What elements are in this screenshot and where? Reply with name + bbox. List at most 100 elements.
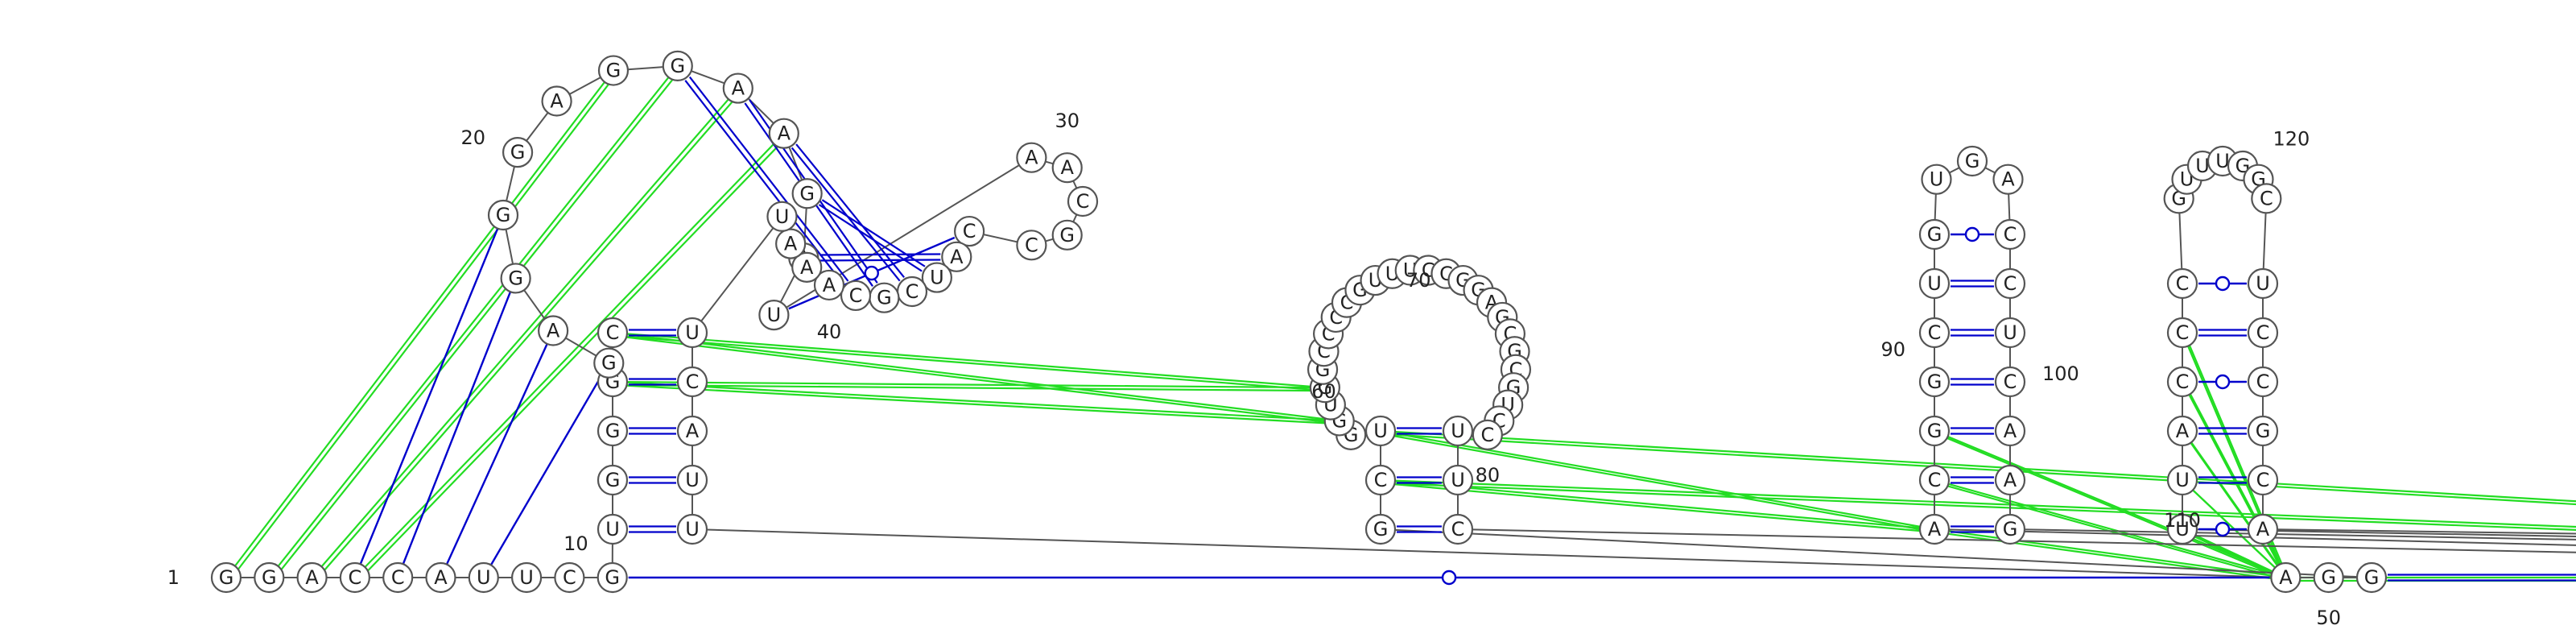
nucleotide-circle	[502, 137, 534, 168]
position-number: 20	[461, 126, 486, 149]
backbone-path	[226, 64, 2576, 578]
tertiary-interaction-blue	[440, 330, 555, 578]
nucleotide-circle	[1956, 145, 1988, 177]
nucleotide-letter: U	[930, 267, 944, 289]
nucleotide-letter: U	[477, 566, 491, 589]
nucleotide-letter: U	[685, 321, 700, 344]
nucleotide-112: C	[2166, 366, 2198, 398]
nucleotide-letter: G	[1059, 224, 1075, 246]
nucleotide-circle	[1918, 267, 1951, 300]
nucleotide-letter: U	[605, 518, 620, 541]
nucleotide-11: U	[597, 513, 629, 545]
nucleotide-letter: A	[2279, 566, 2293, 589]
nucleotide-letter: C	[1451, 518, 1465, 541]
nucleotide-circle	[468, 561, 499, 594]
tertiary-interaction-green	[1380, 429, 2576, 503]
nucleotide-100: C	[1994, 366, 2026, 398]
nucleotide-letter: U	[775, 205, 790, 228]
nucleotide-82: U	[1442, 464, 1474, 496]
nucleotide-circle	[597, 464, 629, 496]
position-number: 90	[1880, 338, 1905, 361]
nucleotide-41: A	[791, 251, 823, 283]
nucleotide-circle	[1994, 464, 2026, 496]
nucleotide-10: G	[597, 561, 628, 594]
nucleotide-letter: A	[2256, 518, 2270, 541]
tertiary-interaction-green	[1934, 429, 2286, 579]
tertiary-interaction-green-double	[1383, 433, 2576, 506]
nucleotide-110: U	[2166, 464, 2198, 496]
nucleotide-5: C	[382, 561, 414, 594]
nucleotide-letter: A	[2004, 420, 2017, 442]
tertiary-interaction-green	[612, 380, 1340, 422]
nucleotide-43: U	[766, 201, 798, 232]
nucleotide-letter: G	[2364, 566, 2380, 589]
nucleotide-3: A	[296, 561, 328, 594]
position-number: 40	[817, 321, 842, 343]
tertiary-interaction-green-double	[1383, 433, 1938, 534]
nucleotide-114: C	[2166, 267, 2198, 300]
nucleotide-101: A	[1994, 415, 2026, 447]
nucleotide-letter: G	[2321, 566, 2336, 589]
nucleotide-circle	[1994, 366, 2026, 398]
nucleotide-letter: A	[1928, 518, 1942, 541]
nucleotide-89: G	[1918, 415, 1951, 447]
nucleotide-circle	[382, 561, 414, 594]
nucleotide-letter: A	[2001, 168, 2015, 191]
base-pair	[788, 236, 956, 310]
nucleotide-circle	[2313, 561, 2344, 594]
nucleotide-letter: U	[2003, 321, 2017, 344]
position-number: 1	[167, 566, 180, 589]
nucleotide-circle	[1442, 464, 1474, 496]
position-number: 110	[2164, 509, 2201, 532]
nucleotide-letter: U	[1930, 168, 1944, 191]
tertiary-interaction-green-double	[615, 334, 1343, 425]
nucleotide-letter: C	[1025, 234, 1038, 256]
position-number: 80	[1476, 464, 1501, 487]
nucleotide-letter: C	[686, 371, 700, 393]
nucleotide-8: U	[510, 561, 543, 594]
nucleotide-circle	[2166, 267, 2198, 300]
nucleotide-circle	[1994, 317, 2026, 349]
base-pair	[1951, 378, 1994, 386]
nucleotide-88: C	[1918, 464, 1951, 496]
nucleotide-letter: G	[1965, 150, 1980, 172]
nucleotide-letter: A	[2004, 469, 2017, 491]
nucleotide-4: C	[339, 561, 370, 594]
nucleotide-92: U	[1918, 267, 1951, 300]
nucleotide-9: C	[554, 561, 585, 594]
position-number: 120	[2273, 128, 2310, 151]
nucleotide-letter: C	[1076, 190, 1090, 213]
nucleotide-letter: U	[2215, 150, 2230, 172]
nucleotide-28: U	[758, 300, 790, 331]
tertiary-interaction-blue	[482, 362, 610, 578]
nucleotide-circle	[554, 561, 585, 594]
base-pair	[628, 570, 2270, 586]
tertiary-interaction-green	[225, 69, 614, 578]
nucleotide-38: G	[869, 282, 900, 313]
nucleotide-circle	[597, 561, 628, 594]
tertiary-interaction-green-double	[357, 135, 788, 582]
base-pair	[629, 476, 676, 484]
nucleotide-circle	[676, 317, 708, 349]
nucleotide-letter: C	[1480, 424, 1494, 446]
nucleotide-letter: G	[1927, 371, 1942, 393]
nucleotide-circle	[722, 72, 753, 104]
nucleotide-letter: A	[823, 274, 836, 296]
tertiary-interaction-green	[311, 87, 739, 578]
gu-pair-marker	[864, 265, 879, 281]
nucleotide-letter: U	[1451, 420, 1465, 442]
nucleotide-circle	[1921, 164, 1952, 195]
base-pair	[1951, 525, 1994, 533]
position-numbers: 1102030405060708090100110120130	[167, 110, 2341, 629]
nucleotide-letter: G	[1927, 420, 1942, 442]
base-pair	[819, 253, 941, 262]
nucleotide-circle	[1067, 185, 1099, 217]
nucleotide-circle	[1051, 152, 1083, 184]
nucleotide-circle	[791, 251, 823, 283]
nucleotide-46: A	[676, 415, 708, 447]
nucleotide-letter: A	[950, 246, 964, 268]
nucleotide-122: U	[2247, 267, 2279, 300]
nucleotide-circle	[1442, 513, 1474, 545]
nucleotide-circle	[954, 215, 985, 247]
nucleotide-letter: U	[767, 304, 782, 326]
